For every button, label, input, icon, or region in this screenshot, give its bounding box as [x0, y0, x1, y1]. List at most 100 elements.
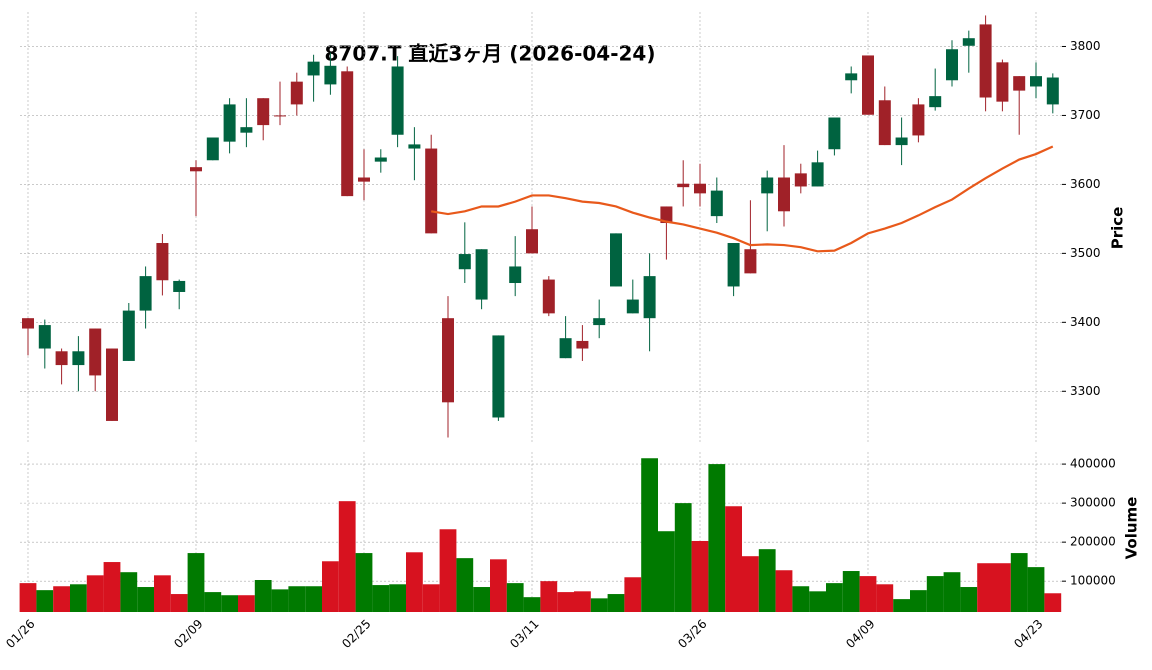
candle-body [811, 162, 824, 187]
volume-bar [590, 598, 608, 612]
candle-body [206, 137, 219, 161]
volume-bar [557, 592, 574, 612]
volume-bar [977, 563, 994, 612]
volume-bar [406, 552, 423, 612]
candle-body [626, 299, 639, 314]
candle-body [38, 325, 51, 349]
candle-body [509, 266, 522, 284]
volume-bar [960, 587, 978, 612]
candle-body [845, 73, 858, 81]
candle-body [492, 335, 505, 418]
volume-bar [691, 540, 709, 612]
volume-bar [523, 597, 541, 612]
volume-bar [221, 595, 238, 612]
candle-body [72, 351, 85, 366]
volume-bar [103, 562, 121, 612]
y-tick-label: 3800 [1070, 39, 1101, 53]
volume-bar [120, 572, 138, 612]
volume-bar [422, 584, 440, 612]
candle-body [526, 229, 538, 254]
candle-body [778, 177, 790, 212]
volume-bar [624, 577, 642, 612]
volume-bar [288, 586, 306, 612]
x-tick-label: 04/09 [843, 617, 877, 651]
volume-bar [742, 556, 759, 612]
volume-bar [238, 595, 255, 612]
candle-body [240, 127, 253, 133]
volume-bar [674, 503, 692, 612]
y-axis-label: Price [1109, 207, 1127, 250]
x-tick-label: 03/11 [507, 617, 541, 651]
volume-bar [473, 587, 490, 612]
candle-body [173, 280, 186, 292]
volume-bar [137, 587, 154, 612]
volume-bar [338, 501, 356, 612]
candle-body [895, 137, 908, 146]
volume-bar [19, 583, 37, 612]
candle-body [425, 148, 438, 234]
candle-body [442, 318, 454, 403]
candle-body [677, 183, 690, 188]
candle-body [1013, 76, 1026, 91]
volume-bar [910, 590, 927, 612]
candle-body [559, 338, 572, 359]
volume-bar [204, 592, 222, 612]
candle-body [576, 340, 589, 349]
y-tick-label: 3600 [1070, 177, 1101, 191]
candle-body [458, 254, 471, 270]
candle-body [727, 243, 740, 287]
x-tick-label: 03/26 [675, 617, 709, 651]
volume-bar [641, 458, 658, 612]
candle-body [1030, 76, 1042, 87]
candle-body [156, 243, 169, 281]
candle-body [274, 115, 286, 117]
candle-body [223, 104, 236, 142]
candle-body [862, 55, 874, 115]
volume-tick-label: 200000 [1070, 535, 1116, 549]
volume-bar [1027, 567, 1045, 612]
candle-body [358, 177, 370, 182]
volume-bar [893, 599, 910, 612]
y-tick-label: 3700 [1070, 108, 1101, 122]
moving-average-line [431, 145, 1054, 253]
volume-tick-label: 300000 [1070, 496, 1116, 510]
candle-body [794, 173, 807, 187]
volume-bar [943, 572, 961, 612]
candle-body [290, 81, 303, 105]
volume-bar [53, 586, 70, 612]
volume-bar [775, 570, 793, 612]
volume-bar [809, 591, 826, 612]
candle-body [929, 96, 942, 108]
volume-bar [926, 576, 944, 612]
volume-bar [658, 531, 675, 612]
x-tick-label: 04/23 [1011, 617, 1045, 651]
volume-bar [187, 553, 205, 612]
candle-body [710, 190, 723, 217]
candle-body [593, 318, 606, 326]
candle-body [257, 98, 270, 126]
candle-body [610, 233, 622, 287]
candle-body [341, 71, 354, 197]
x-tick-label: 01/26 [3, 617, 37, 651]
volume-bar [322, 561, 339, 612]
volume-bar [305, 586, 322, 612]
volume-bar [1010, 553, 1028, 612]
volume-bar [254, 580, 272, 612]
candle-body [475, 249, 488, 300]
volume-bar [1044, 593, 1062, 612]
volume-bar [859, 576, 877, 612]
volume-bar [708, 464, 726, 612]
candle-body [643, 276, 656, 319]
volume-bar [994, 563, 1011, 612]
volume-bar [490, 559, 507, 612]
candle-body [694, 183, 706, 194]
y-tick-label: 3300 [1070, 384, 1101, 398]
candle-body [962, 38, 975, 46]
candle-body [979, 24, 992, 98]
volume-bar [170, 594, 188, 612]
candle-body [996, 62, 1009, 102]
volume-axis-label: Volume [1123, 497, 1141, 560]
candle-body [912, 104, 925, 136]
